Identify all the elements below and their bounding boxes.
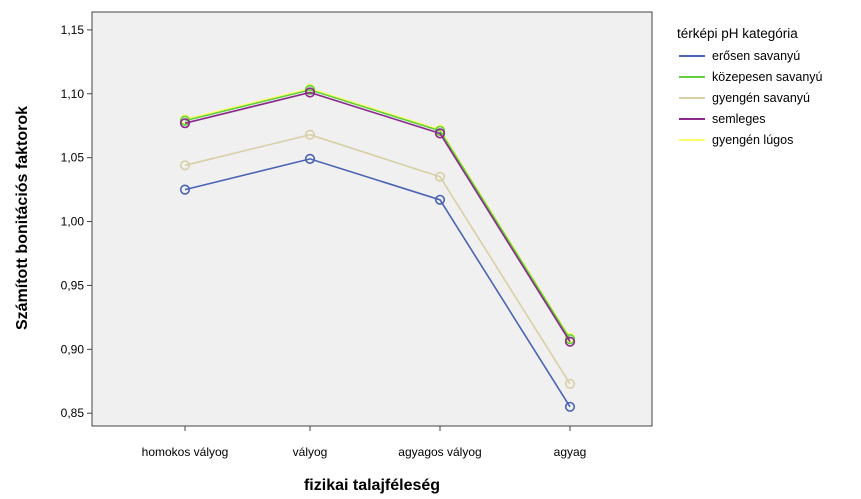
series-line <box>184 158 571 408</box>
y-tick-label: 1,15 <box>61 23 85 37</box>
legend-item: gyengén savanyú <box>679 91 810 105</box>
legend-label: erősen savanyú <box>712 49 800 63</box>
data-point <box>434 171 446 182</box>
series-group <box>179 83 576 412</box>
y-axis: 0,85 0,90 0,95 1,00 1,05 1,10 1,15 <box>61 23 92 420</box>
series-line <box>184 89 571 340</box>
y-tick-label: 0,95 <box>61 278 85 292</box>
y-tick-label: 1,00 <box>61 215 85 229</box>
x-tick-label: agyag <box>554 445 587 459</box>
x-axis: homokos vályog vályog agyagos vályog agyag <box>142 426 587 459</box>
legend-title: térképi pH kategória <box>677 26 798 41</box>
x-axis-title: fizikai talajféleség <box>304 477 440 494</box>
data-point <box>304 153 316 164</box>
legend: térképi pH kategória erősen savanyú közep… <box>677 26 823 147</box>
series-line <box>184 133 571 385</box>
data-point <box>179 118 191 129</box>
legend-label: közepesen savanyú <box>712 70 823 84</box>
series-line <box>184 91 571 343</box>
data-point <box>564 401 576 412</box>
data-point <box>304 129 316 140</box>
y-tick-label: 0,85 <box>61 406 85 420</box>
legend-item: közepesen savanyú <box>679 70 823 84</box>
legend-label: semleges <box>712 112 766 126</box>
y-tick-label: 1,10 <box>61 87 85 101</box>
plot-area <box>91 11 653 427</box>
data-point <box>304 87 316 98</box>
y-axis-title: Számított bonitációs faktorok <box>14 106 31 330</box>
data-point <box>179 160 191 171</box>
legend-label: gyengén savanyú <box>712 91 810 105</box>
legend-label: gyengén lúgos <box>712 133 793 147</box>
data-point <box>179 184 191 195</box>
data-point <box>434 194 446 205</box>
x-tick-label: homokos vályog <box>142 445 229 459</box>
data-point <box>434 128 446 139</box>
data-point <box>564 378 576 389</box>
series-gyengén-savanyú <box>179 129 576 389</box>
y-tick-label: 0,90 <box>61 342 85 356</box>
series-semleges <box>179 87 576 347</box>
legend-item: erősen savanyú <box>679 49 800 63</box>
legend-item: gyengén lúgos <box>679 133 793 147</box>
series-erősen-savanyú <box>179 153 576 412</box>
x-tick-label: vályog <box>293 445 328 459</box>
legend-item: semleges <box>679 112 766 126</box>
x-tick-label: agyagos vályog <box>398 445 481 459</box>
data-point <box>564 336 576 347</box>
y-tick-label: 1,05 <box>61 151 85 165</box>
